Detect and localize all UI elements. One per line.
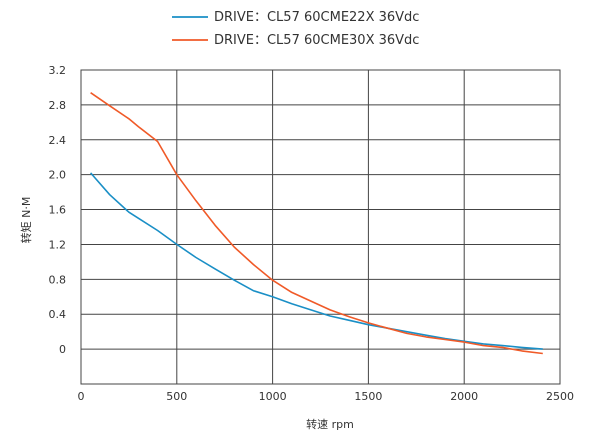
plot-frame [80,69,561,385]
y-tick-label: 2.4 [49,134,67,147]
y-axis-label: 转矩 N·M [19,197,33,244]
x-axis-label: 转速 rpm [306,417,354,431]
legend-label-series-2: DRIVE：CL57 60CME30X 36Vdc [214,33,419,48]
x-tick-label: 1000 [259,390,287,403]
plot-area [80,69,561,385]
y-tick-label: 3.2 [49,64,67,77]
legend: DRIVE：CL57 60CME22X 36Vdc DRIVE：CL57 60C… [172,10,419,48]
y-tick-label: 2.0 [49,169,67,182]
y-tick-label: 0.8 [49,273,67,286]
series-line-1 [89,172,543,350]
series-line-2 [90,92,543,355]
x-tick-label: 0 [78,390,85,403]
y-tick-label: 1.6 [49,204,67,217]
y-tick-label: 2.8 [49,99,67,112]
tick-labels: 0 500 1000 1500 2000 2500 3.2 2.8 2.4 2.0 1.6 1.2 0.… [49,64,575,403]
x-tick-label: 1500 [354,390,382,403]
x-tick-label: 500 [166,390,187,403]
x-tick-label: 2000 [450,390,478,403]
y-tick-label: 0.4 [49,308,67,321]
series-layer [89,92,543,355]
y-tick-label: 1.2 [49,238,67,251]
grid [81,70,560,384]
y-tick-label: 0 [59,343,66,356]
x-tick-label: 2500 [546,390,574,403]
legend-label-series-1: DRIVE：CL57 60CME22X 36Vdc [214,10,419,25]
